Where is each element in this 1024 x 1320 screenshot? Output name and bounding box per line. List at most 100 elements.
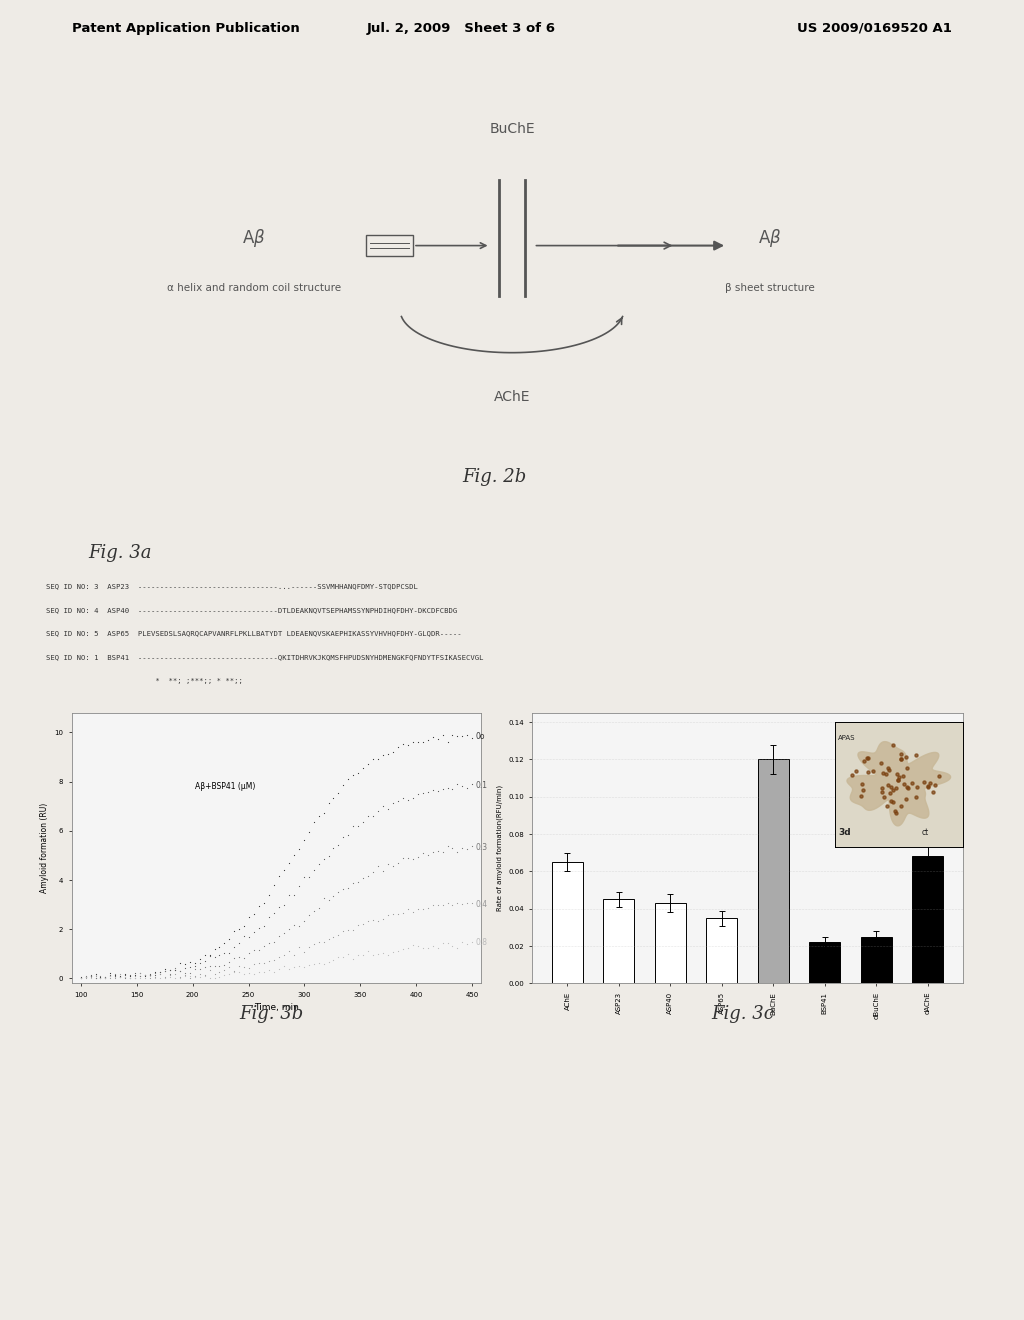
Point <box>251 953 267 974</box>
Point <box>157 966 173 987</box>
Point <box>108 965 124 986</box>
Point <box>266 961 283 982</box>
Point <box>197 950 213 972</box>
Text: 0.8: 0.8 <box>476 937 487 946</box>
Point <box>310 932 327 953</box>
Point <box>206 964 222 985</box>
Point <box>399 847 416 869</box>
Point <box>464 932 480 953</box>
Text: *  **; ;***;; * **;;: * **; ;***;; * **;; <box>46 678 243 684</box>
Point <box>231 933 248 954</box>
Point <box>390 737 407 758</box>
Point <box>404 788 421 809</box>
Text: Fig. 3c: Fig. 3c <box>711 1005 774 1023</box>
Text: Aβ+BSP41 (μM): Aβ+BSP41 (μM) <box>195 781 255 791</box>
Point <box>880 775 896 796</box>
Point <box>176 957 193 978</box>
Point <box>855 779 871 800</box>
Point <box>404 849 421 870</box>
Point <box>434 777 451 799</box>
Point <box>281 958 297 979</box>
Point <box>439 836 456 857</box>
Point <box>898 776 914 797</box>
Point <box>355 758 372 779</box>
Point <box>429 780 445 801</box>
Point <box>310 805 327 826</box>
Point <box>127 968 143 989</box>
Point <box>191 948 208 969</box>
Point <box>146 962 163 983</box>
Point <box>429 729 445 750</box>
Point <box>310 853 327 874</box>
Point <box>286 915 302 936</box>
Point <box>464 727 480 748</box>
Point <box>102 962 119 983</box>
Bar <box>758 759 788 983</box>
Point <box>904 772 921 793</box>
Point <box>856 751 872 772</box>
Point <box>142 965 159 986</box>
Point <box>181 952 198 973</box>
Point <box>415 731 431 752</box>
Text: α helix and random coil structure: α helix and random coil structure <box>167 284 341 293</box>
Point <box>310 953 327 974</box>
Point <box>211 966 227 987</box>
Point <box>291 956 307 977</box>
Point <box>370 800 386 821</box>
Point <box>365 945 381 966</box>
Point <box>87 966 103 987</box>
Point <box>216 954 232 975</box>
Point <box>300 866 316 887</box>
Point <box>444 725 461 746</box>
Point <box>370 855 386 876</box>
Point <box>137 964 154 985</box>
Point <box>331 834 347 855</box>
Point <box>266 949 283 970</box>
Point <box>429 895 445 916</box>
Point <box>375 744 391 766</box>
Point <box>146 968 163 989</box>
Point <box>340 919 356 940</box>
Point <box>286 884 302 906</box>
Point <box>887 801 903 822</box>
Point <box>880 758 896 779</box>
Point <box>152 964 168 985</box>
Point <box>390 851 407 873</box>
Point <box>246 940 262 961</box>
Point <box>275 859 292 880</box>
Point <box>237 915 253 936</box>
Point <box>256 935 272 956</box>
Point <box>853 785 869 807</box>
Point <box>211 936 227 957</box>
Point <box>191 958 208 979</box>
Point <box>410 731 426 752</box>
Text: SEQ ID NO: 3  ASP23  --------------------------------...------SSVMHHANQFDMY-STQD: SEQ ID NO: 3 ASP23 ---------------------… <box>46 583 418 589</box>
Point <box>881 760 897 781</box>
Point <box>399 789 416 810</box>
Text: APAS: APAS <box>839 735 856 741</box>
Point <box>455 726 471 747</box>
Point <box>226 920 243 941</box>
Point <box>315 887 332 908</box>
Point <box>186 958 203 979</box>
Point <box>202 968 218 989</box>
Point <box>221 929 238 950</box>
Point <box>181 962 198 983</box>
Point <box>231 962 248 983</box>
Point <box>355 812 372 833</box>
Point <box>927 775 943 796</box>
Point <box>360 805 377 826</box>
Point <box>172 961 188 982</box>
Point <box>335 826 351 847</box>
Text: AChE: AChE <box>494 391 530 404</box>
Point <box>420 939 436 960</box>
Point <box>176 954 193 975</box>
Point <box>78 968 94 989</box>
Text: Fig. 3b: Fig. 3b <box>240 1005 303 1023</box>
Point <box>370 944 386 965</box>
Point <box>256 961 272 982</box>
Point <box>879 795 895 816</box>
Point <box>261 932 278 953</box>
Text: β sheet structure: β sheet structure <box>725 284 815 293</box>
Point <box>350 944 367 965</box>
